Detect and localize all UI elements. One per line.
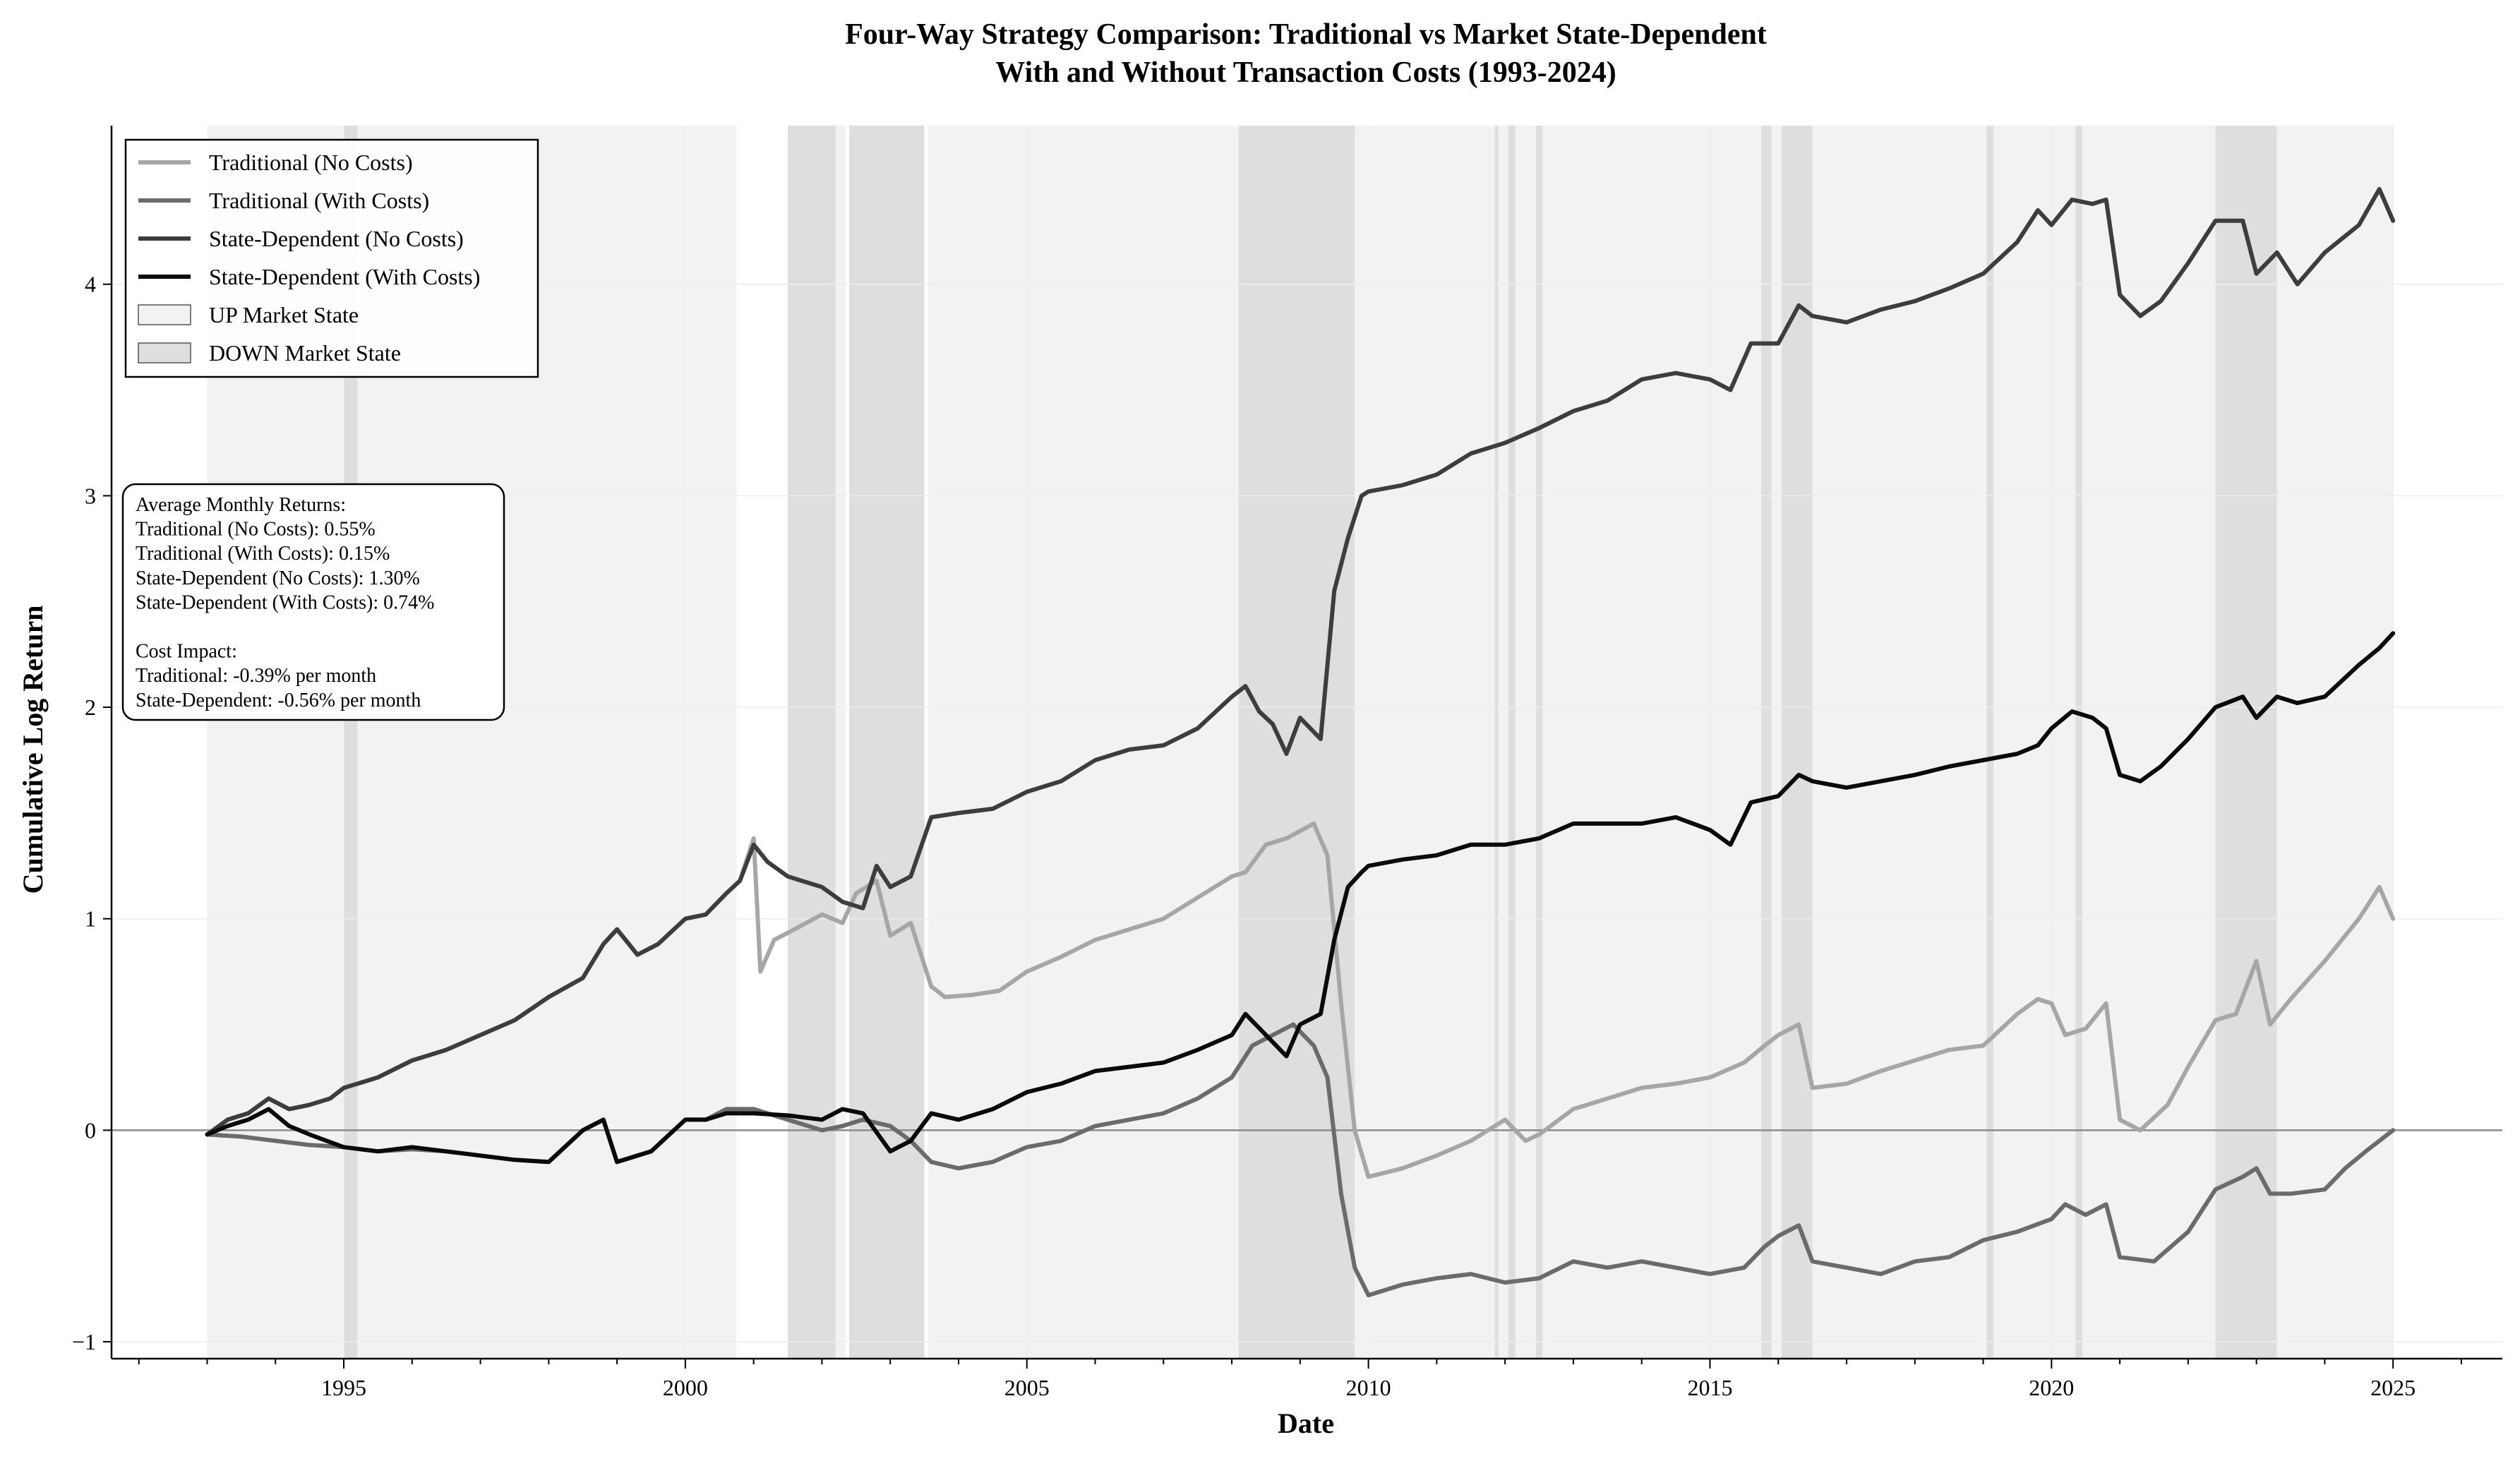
up-market-region	[1812, 126, 1987, 1359]
up-market-region	[1498, 126, 1508, 1359]
chart-title-line-1: Four-Way Strategy Comparison: Traditiona…	[845, 18, 1767, 51]
legend-label: DOWN Market State	[209, 340, 401, 366]
series-lines	[205, 186, 2396, 1298]
y-axis-ticks: −1 0 1 2 3 4	[72, 272, 112, 1354]
down-market-region	[2075, 126, 2082, 1359]
up-market-region	[1515, 126, 1536, 1359]
up-market-region	[928, 126, 1239, 1359]
y-tick-label: 2	[85, 695, 96, 720]
x-tick-label: 2000	[663, 1375, 708, 1400]
chart-title-line-2: With and Without Transaction Costs (1993…	[995, 56, 1616, 89]
down-market-region	[849, 126, 925, 1359]
x-axis-label: Date	[1278, 1407, 1334, 1439]
legend-label: State-Dependent (No Costs)	[209, 226, 464, 251]
legend-label: Traditional (With Costs)	[209, 188, 429, 213]
stats-box-frame	[121, 483, 505, 721]
legend-patch-swatch	[138, 304, 191, 325]
down-market-region	[1494, 126, 1499, 1359]
legend-label: Traditional (No Costs)	[209, 150, 413, 175]
up-market-region	[1771, 126, 1782, 1359]
x-tick-label: 2020	[2029, 1375, 2074, 1400]
y-tick-label: 4	[85, 272, 96, 297]
x-tick-label: 1995	[321, 1375, 366, 1400]
y-tick-label: 0	[85, 1117, 96, 1143]
stats-line: Traditional (No Costs): 0.55%	[136, 519, 376, 541]
stats-line: State-Dependent (With Costs): 0.74%	[136, 591, 434, 613]
down-market-region	[1508, 126, 1516, 1359]
series-line-4	[205, 631, 2396, 1165]
down-market-region	[1986, 126, 1994, 1359]
legend-label: State-Dependent (With Costs)	[209, 264, 480, 289]
stats-line: Cost Impact:	[136, 641, 237, 663]
legend-label: UP Market State	[209, 302, 359, 327]
stats-line: Average Monthly Returns:	[136, 494, 346, 516]
up-market-region	[2082, 126, 2216, 1359]
up-market-region	[2276, 126, 2394, 1359]
down-market-region	[344, 126, 358, 1359]
down-market-region	[788, 126, 836, 1359]
up-market-region	[1542, 126, 1762, 1359]
legend: Traditional (No Costs) Traditional (With …	[124, 138, 539, 378]
y-tick-label: 1	[85, 906, 96, 932]
y-tick-label: 3	[85, 483, 96, 508]
x-axis-ticks: 1995 2000 2005 2010 2015 2020 2025	[138, 1359, 2462, 1400]
x-tick-label: 2010	[1346, 1375, 1391, 1400]
series-line-3	[205, 186, 2396, 1137]
up-market-region	[835, 126, 846, 1359]
x-tick-label: 2025	[2370, 1375, 2416, 1400]
down-market-region	[1535, 126, 1543, 1359]
y-tick-label: −1	[72, 1329, 96, 1354]
stats-line: State-Dependent (No Costs): 1.30%	[136, 567, 420, 589]
down-market-region	[2215, 126, 2277, 1359]
stats-line: State-Dependent: -0.56% per month	[136, 690, 421, 711]
x-tick-label: 2005	[1004, 1375, 1050, 1400]
up-market-region	[1993, 126, 2076, 1359]
stats-box: Average Monthly Returns: Traditional (No …	[121, 483, 505, 721]
x-tick-label: 2015	[1687, 1375, 1732, 1400]
legend-patch-swatch	[138, 342, 191, 363]
y-axis-label: Cumulative Log Return	[17, 606, 49, 894]
stats-line: Traditional (With Costs): 0.15%	[136, 543, 390, 565]
up-market-region	[1355, 126, 1495, 1359]
down-market-region	[1761, 126, 1772, 1359]
stats-line: Traditional: -0.39% per month	[136, 665, 376, 687]
legend-frame	[124, 138, 539, 378]
